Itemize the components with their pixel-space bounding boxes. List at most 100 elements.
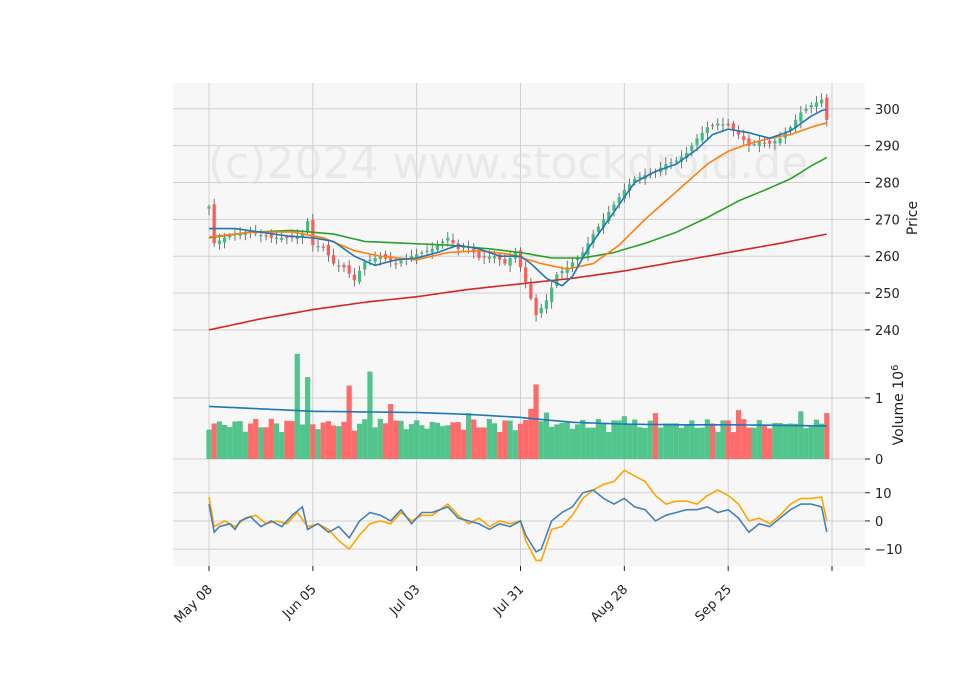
volume-bar [585,427,591,459]
volume-average-line [208,405,827,427]
candle-body [269,234,273,238]
candle-body [565,267,569,273]
volume-bar [575,424,581,459]
candle-body [638,176,642,179]
volume-bar [388,403,394,459]
oscillator-y-tick-label: 10 [875,487,892,502]
volume-bar [559,422,565,459]
candle-body [492,256,497,259]
sma-fast-line [209,108,827,287]
volume-bar [216,421,222,459]
volume-bar [367,371,373,459]
candle-body [679,156,684,162]
volume-bar [310,424,316,459]
volume-bar [808,426,814,459]
candle-body [337,265,341,267]
candle-body [690,145,694,152]
volume-bar [268,418,274,459]
price-axis-label: Price [905,201,921,235]
volume-bar [715,431,721,459]
candle-body [773,141,777,144]
candle-body [399,260,403,264]
x-tick-label: Jul 03 [386,582,423,619]
volume-bar [445,425,451,459]
candle-body [409,256,414,259]
candle-body [373,258,377,262]
candle-body [550,287,554,303]
candle-body [326,244,331,256]
watermark-text: (c)2024 www.stockdroid.de [208,138,808,189]
candle-body [710,125,715,127]
candle-body [357,270,362,282]
volume-bar [746,427,752,459]
volume-bar [315,429,321,459]
volume-bar [709,423,716,459]
candle-body [243,232,247,235]
volume-bar [611,420,617,459]
candle-body [212,204,216,244]
volume-bar [382,423,389,459]
price-y-tick-label: 240 [875,324,900,339]
volume-bar [491,423,498,459]
volume-bar [507,420,513,459]
volume-bar [637,427,643,459]
candle-body [238,233,242,236]
candle-body [539,307,543,314]
candle-body [820,99,824,104]
candle-body [825,97,829,120]
candle-body [591,234,595,243]
volume-bar [600,423,607,459]
panel-osc-background [173,459,865,566]
volume-bar [554,424,560,459]
volume-bar [803,428,809,459]
volume-bar [237,421,243,459]
candle-body [685,153,689,159]
candle-body [622,189,626,199]
volume-bar [793,423,799,459]
volume-bar [663,423,669,459]
x-tick-label: Jul 31 [490,582,527,619]
volume-bar [824,413,830,459]
candle-body [721,124,725,126]
volume-bar [590,427,596,459]
x-tick-label: Sep 25 [692,582,735,625]
candle-body [627,184,632,191]
candle-body [389,258,393,262]
volume-bar [543,412,550,459]
volume-bar [258,427,264,459]
volume-bar [206,429,212,459]
volume-bar [782,424,788,459]
candle-body [347,265,351,274]
volume-bar [616,420,622,459]
volume-bar [772,422,778,459]
volume-bar [227,427,233,459]
volume-y-tick-label: 0 [875,453,883,468]
oscillator-y-tick-label: −10 [875,543,902,558]
volume-bar [720,420,726,459]
candle-body [435,245,440,251]
candle-body [534,297,538,316]
volume-bar [642,427,648,459]
sma-long-line [208,233,827,331]
volume-bar [626,423,633,459]
candle-body [415,254,419,259]
candle-body [762,142,767,144]
volume-axis-exponent: 6 [890,365,901,371]
oscillator-y-tick-label: 0 [875,515,883,530]
volume-bar [377,418,383,459]
candle-body [321,246,325,248]
volume-bar [346,385,352,459]
volume-bar [678,427,685,459]
volume-bars-group [206,353,830,459]
volume-bar [336,426,342,459]
candle-body [332,255,336,264]
volume-bar [787,423,794,459]
candle-body [524,267,528,282]
volume-bar [580,419,586,459]
candle-body [596,226,600,232]
candle-body [300,234,305,238]
volume-bar [247,423,254,459]
volume-bar [523,419,529,459]
volume-bar [684,424,690,459]
volume-bar [331,425,337,459]
